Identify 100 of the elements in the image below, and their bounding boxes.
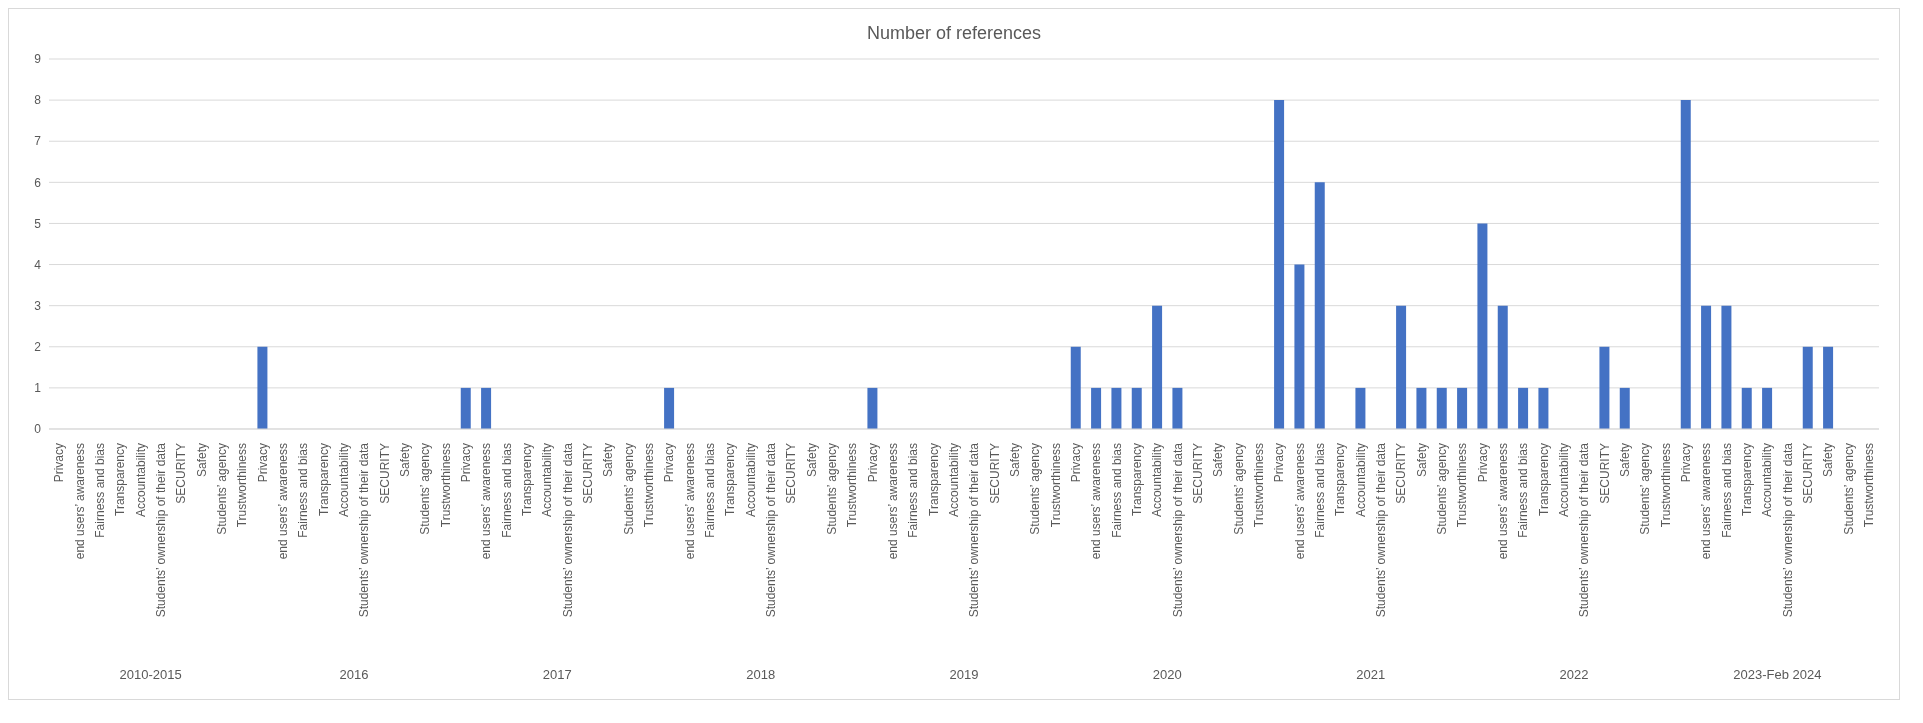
x-tick-label: Privacy xyxy=(52,443,67,483)
bar xyxy=(1457,387,1468,429)
bar xyxy=(257,346,268,429)
x-tick-label: Safety xyxy=(397,443,412,478)
x-tick-label: Trustworthiness xyxy=(235,443,250,528)
x-tick-label: Privacy xyxy=(458,443,473,483)
x-tick-label: Students’ agency xyxy=(1231,443,1246,535)
y-tick-label: 1 xyxy=(34,381,42,396)
x-tick-label: Trustworthiness xyxy=(1658,443,1673,528)
x-tick-label: SECURITY xyxy=(1190,443,1205,504)
x-tick-label: Safety xyxy=(601,443,616,478)
x-tick-label: Transparency xyxy=(1536,443,1551,516)
x-tick-label: Trustworthiness xyxy=(1048,443,1063,528)
y-tick-label: 6 xyxy=(34,175,42,190)
x-tick-label: Students’ ownership of their data xyxy=(1780,442,1795,618)
x-tick-label: Safety xyxy=(1617,443,1632,478)
bar xyxy=(1518,387,1529,429)
x-tick-label: SECURITY xyxy=(580,443,595,504)
x-tick-label: Transparency xyxy=(1333,443,1348,516)
x-tick-label: Students’ agency xyxy=(1028,443,1043,535)
x-tick-label: Trustworthiness xyxy=(845,443,860,528)
x-tick-label: end users’ awareness xyxy=(275,443,290,560)
x-tick-label: Privacy xyxy=(1475,443,1490,483)
y-tick-label: 0 xyxy=(34,422,42,437)
x-tick-label: Accountability xyxy=(133,443,148,518)
x-tick-label: end users’ awareness xyxy=(1292,443,1307,560)
x-tick-label: SECURITY xyxy=(987,443,1002,504)
text: 2016 xyxy=(338,667,370,682)
x-tick-label: Fairness and bias xyxy=(296,443,311,538)
text: 2019 xyxy=(948,667,980,682)
x-tick-label: Fairness and bias xyxy=(906,443,921,538)
x-tick-label: end users’ awareness xyxy=(885,443,900,560)
bar xyxy=(1436,387,1447,429)
x-tick-label: Fairness and bias xyxy=(92,443,107,538)
bar xyxy=(460,387,471,429)
bar xyxy=(1802,346,1813,429)
text: 2020 xyxy=(1151,667,1183,682)
x-tick-label: Privacy xyxy=(1068,443,1083,483)
bar xyxy=(867,387,878,429)
bar xyxy=(1762,387,1773,429)
chart-title: Number of references xyxy=(865,23,1043,44)
x-tick-label: Students’ agency xyxy=(1638,443,1653,535)
x-tick-label: Transparency xyxy=(113,443,128,516)
x-tick-label: Students’ agency xyxy=(1841,443,1856,535)
bar xyxy=(1497,305,1508,429)
x-tick-label: Trustworthiness xyxy=(1861,443,1876,528)
y-tick-label: 2 xyxy=(34,340,42,355)
x-tick-label: Fairness and bias xyxy=(1312,443,1327,538)
x-tick-label: Safety xyxy=(804,443,819,478)
x-tick-label: Transparency xyxy=(1739,443,1754,516)
x-tick-label: Accountability xyxy=(1556,443,1571,518)
bar xyxy=(1741,387,1752,429)
x-tick-label: Students’ agency xyxy=(824,443,839,535)
bar xyxy=(1538,387,1549,429)
x-tick-label: Students’ ownership of their data xyxy=(1577,442,1592,618)
bar xyxy=(1314,182,1325,429)
y-tick-label: 4 xyxy=(34,257,42,272)
x-tick-label: Students’ agency xyxy=(621,443,636,535)
x-tick-label: Students’ agency xyxy=(418,443,433,535)
bar xyxy=(1152,305,1163,429)
x-tick-label: SECURITY xyxy=(174,443,189,504)
x-tick-label: end users’ awareness xyxy=(479,443,494,560)
bar xyxy=(1070,346,1081,429)
x-tick-label: Trustworthiness xyxy=(438,443,453,528)
bar xyxy=(1416,387,1427,429)
x-tick-label: Fairness and bias xyxy=(1516,443,1531,538)
bar xyxy=(1599,346,1610,429)
x-tick-label: Fairness and bias xyxy=(1719,443,1734,538)
x-tick-label: Accountability xyxy=(743,443,758,518)
y-tick-label: 8 xyxy=(34,93,42,108)
bar xyxy=(1091,387,1102,429)
x-tick-label: Privacy xyxy=(255,443,270,483)
bar xyxy=(1111,387,1122,429)
bar xyxy=(664,387,675,429)
x-tick-label: Privacy xyxy=(865,443,880,483)
x-tick-label: end users’ awareness xyxy=(1699,443,1714,560)
x-tick-label: Students’ ownership of their data xyxy=(763,442,778,618)
x-tick-label: Accountability xyxy=(1760,443,1775,518)
x-tick-label: end users’ awareness xyxy=(72,443,87,560)
bar xyxy=(1701,305,1712,429)
bar xyxy=(1823,346,1834,429)
bar xyxy=(1355,387,1366,429)
bar xyxy=(1477,223,1488,429)
bar xyxy=(1396,305,1407,429)
x-tick-label: Safety xyxy=(1414,443,1429,478)
bar xyxy=(481,387,492,429)
x-tick-label: Accountability xyxy=(336,443,351,518)
x-tick-label: Students’ ownership of their data xyxy=(357,442,372,618)
x-tick-label: Accountability xyxy=(946,443,961,518)
x-tick-label: Transparency xyxy=(1129,443,1144,516)
y-tick-label: 9 xyxy=(34,52,42,67)
bar xyxy=(1294,264,1305,429)
x-tick-label: Students’ ownership of their data xyxy=(153,442,168,618)
x-tick-label: end users’ awareness xyxy=(1089,443,1104,560)
bar xyxy=(1172,387,1183,429)
x-tick-label: Accountability xyxy=(540,443,555,518)
x-tick-label: Students’ ownership of their data xyxy=(967,442,982,618)
bar xyxy=(1274,100,1285,429)
x-tick-label: Transparency xyxy=(316,443,331,516)
x-tick-label: Students’ ownership of their data xyxy=(1373,442,1388,618)
